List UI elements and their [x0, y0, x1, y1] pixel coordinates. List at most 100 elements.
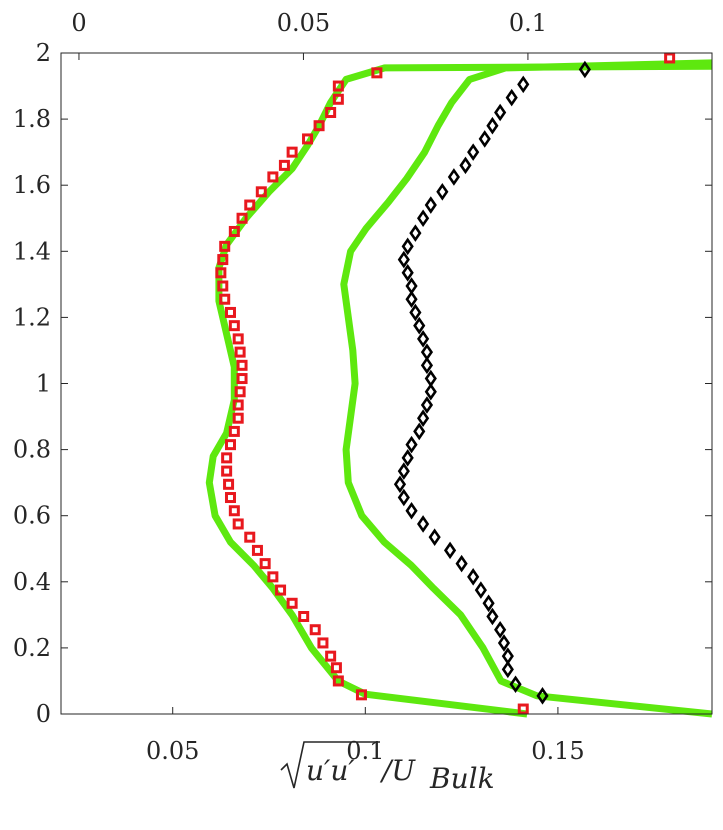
diamond-marker-23 [420, 396, 434, 414]
x-axis-label-subscript: Bulk [429, 762, 495, 795]
series-line-1 [205, 62, 713, 718]
square-marker-2 [355, 689, 367, 701]
diamond-marker-32 [405, 277, 418, 295]
diamond-marker-30 [409, 303, 422, 322]
diamond-marker-18 [397, 462, 410, 480]
diamond-marker-17 [393, 475, 407, 494]
diamond-marker-8 [482, 594, 495, 613]
diamond-marker-12 [443, 541, 457, 560]
diamond-marker-19 [401, 449, 414, 467]
y-tick-label: 0.4 [13, 568, 51, 596]
diamond-marker-2 [509, 675, 522, 694]
square-marker-34 [215, 267, 227, 279]
ticks-layer [61, 52, 712, 715]
square-marker-43 [286, 146, 298, 158]
square-marker-48 [332, 80, 344, 92]
square-marker-11 [267, 571, 279, 583]
square-marker-13 [251, 544, 263, 556]
square-marker-23 [232, 412, 244, 424]
diamond-marker-48 [578, 60, 591, 79]
diamond-marker-5 [497, 634, 511, 652]
diamond-marker-45 [494, 103, 507, 122]
square-marker-35 [217, 254, 229, 266]
square-marker-45 [313, 120, 325, 132]
y-tick-label: 0 [36, 700, 51, 728]
square-marker-37 [228, 225, 240, 237]
square-marker-6 [317, 637, 329, 649]
square-marker-4 [330, 662, 342, 674]
square-marker-1 [517, 703, 529, 715]
square-marker-25 [234, 386, 246, 398]
square-marker-3 [332, 675, 344, 687]
diamond-marker-25 [424, 369, 437, 388]
square-marker-9 [286, 597, 298, 609]
square-marker-50 [664, 52, 676, 64]
diamond-marker-42 [467, 143, 480, 161]
diamond-marker-3 [501, 660, 514, 679]
x-tick-label: 0.05 [146, 737, 199, 765]
diamond-marker-41 [459, 156, 472, 175]
diamond-marker-37 [417, 209, 430, 228]
diamond-marker-43 [478, 130, 491, 148]
diamond-marker-40 [447, 168, 460, 186]
y-tick-label: 1 [36, 370, 51, 398]
square-marker-10 [275, 584, 287, 596]
x-top-tick-label: 0 [71, 9, 86, 37]
diamond-marker-26 [420, 356, 434, 375]
sqrt-radical [280, 741, 380, 789]
y-tick-label: 0.2 [13, 634, 51, 662]
x-axis-label-main: u′u′ [306, 754, 355, 787]
diamond-marker-31 [405, 290, 418, 309]
diamond-marker-10 [467, 568, 480, 586]
square-marker-27 [236, 359, 248, 371]
square-marker-17 [224, 492, 236, 504]
series-line-2 [340, 59, 713, 718]
x-top-tick-label: 0.1 [509, 9, 547, 37]
diamond-marker-20 [405, 435, 418, 454]
x-axis-label: u′u′ /U Bulk [280, 741, 495, 795]
square-marker-41 [267, 171, 279, 183]
square-marker-42 [278, 159, 290, 171]
diamond-marker-44 [486, 116, 499, 135]
diamond-marker-33 [401, 263, 414, 282]
square-marker-30 [228, 320, 240, 332]
markers-layer [215, 52, 676, 715]
diamond-marker-39 [436, 183, 449, 201]
diamond-marker-6 [494, 620, 507, 639]
diamond-marker-36 [409, 224, 422, 242]
y-tick-label: 2 [36, 39, 51, 67]
square-marker-32 [219, 293, 231, 305]
square-marker-47 [332, 93, 344, 105]
square-marker-19 [221, 465, 233, 477]
diamond-marker-11 [455, 554, 468, 573]
square-marker-26 [236, 373, 248, 385]
square-marker-21 [224, 439, 236, 451]
square-marker-46 [325, 106, 337, 118]
y-tick-label: 1.4 [13, 237, 51, 265]
diamond-marker-14 [417, 515, 430, 533]
diamond-marker-34 [397, 250, 410, 269]
y-tick-label: 1.2 [13, 303, 51, 331]
square-marker-14 [244, 531, 256, 543]
square-marker-40 [255, 186, 267, 198]
diamond-marker-35 [401, 237, 414, 256]
square-marker-5 [325, 650, 337, 662]
diamond-marker-21 [413, 422, 426, 441]
square-marker-8 [298, 611, 310, 623]
diamond-marker-27 [420, 343, 434, 361]
diamond-marker-4 [501, 647, 514, 665]
square-marker-7 [309, 624, 321, 636]
square-marker-15 [232, 518, 244, 530]
diamond-marker-29 [413, 316, 426, 335]
diamond-marker-7 [486, 607, 499, 626]
x-tick-label: 0.15 [531, 737, 584, 765]
diamond-marker-15 [405, 501, 418, 520]
diamond-marker-46 [505, 88, 518, 107]
diamond-marker-13 [428, 528, 441, 546]
square-marker-39 [244, 199, 256, 211]
diamond-marker-28 [417, 330, 430, 348]
square-marker-24 [232, 399, 244, 411]
square-marker-18 [223, 478, 235, 490]
diamond-marker-22 [417, 409, 430, 427]
